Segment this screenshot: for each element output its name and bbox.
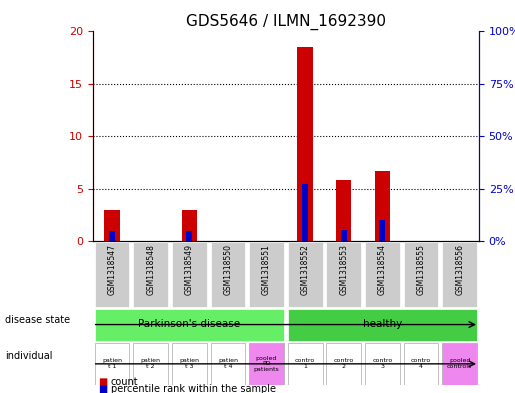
Bar	[109, 231, 115, 241]
FancyBboxPatch shape	[172, 242, 207, 307]
FancyBboxPatch shape	[211, 242, 245, 307]
FancyBboxPatch shape	[365, 242, 400, 307]
Text: ■: ■	[98, 384, 107, 393]
FancyBboxPatch shape	[404, 343, 438, 385]
Text: GSM1318551: GSM1318551	[262, 244, 271, 295]
FancyBboxPatch shape	[95, 242, 129, 307]
Text: percentile rank within the sample: percentile rank within the sample	[111, 384, 276, 393]
FancyBboxPatch shape	[442, 242, 477, 307]
FancyBboxPatch shape	[404, 242, 438, 307]
FancyBboxPatch shape	[133, 343, 168, 385]
FancyBboxPatch shape	[327, 343, 361, 385]
Text: GSM1318556: GSM1318556	[455, 244, 464, 295]
Text: contro
4: contro 4	[411, 358, 431, 369]
Text: patien
t 1: patien t 1	[102, 358, 122, 369]
Text: GSM1318555: GSM1318555	[417, 244, 425, 295]
Text: healthy: healthy	[363, 319, 402, 329]
Text: disease state: disease state	[5, 315, 70, 325]
Text: count: count	[111, 377, 139, 387]
FancyBboxPatch shape	[211, 343, 245, 385]
FancyBboxPatch shape	[288, 242, 322, 307]
Text: contro
2: contro 2	[334, 358, 354, 369]
Text: patien
t 3: patien t 3	[179, 358, 199, 369]
FancyBboxPatch shape	[172, 343, 207, 385]
Text: individual: individual	[5, 351, 53, 361]
Text: contro
1: contro 1	[295, 358, 315, 369]
Text: ■: ■	[98, 377, 107, 387]
Text: GSM1318550: GSM1318550	[224, 244, 232, 295]
Bar	[336, 180, 351, 241]
Text: GSM1318547: GSM1318547	[108, 244, 116, 295]
Text: pooled
PD
patients: pooled PD patients	[253, 356, 279, 372]
FancyBboxPatch shape	[442, 343, 477, 385]
FancyBboxPatch shape	[249, 242, 284, 307]
FancyBboxPatch shape	[249, 343, 284, 385]
Text: GSM1318549: GSM1318549	[185, 244, 194, 295]
FancyBboxPatch shape	[133, 242, 168, 307]
Title: GDS5646 / ILMN_1692390: GDS5646 / ILMN_1692390	[186, 14, 386, 30]
FancyBboxPatch shape	[288, 309, 477, 341]
FancyBboxPatch shape	[327, 242, 361, 307]
Text: GSM1318548: GSM1318548	[146, 244, 155, 295]
Bar	[186, 231, 192, 241]
Bar	[380, 220, 385, 241]
Bar	[104, 209, 119, 241]
Bar	[302, 184, 308, 241]
Text: Parkinson's disease: Parkinson's disease	[138, 319, 241, 329]
FancyBboxPatch shape	[95, 343, 129, 385]
Text: contro
3: contro 3	[372, 358, 392, 369]
Text: GSM1318553: GSM1318553	[339, 244, 348, 295]
Text: GSM1318552: GSM1318552	[301, 244, 310, 295]
FancyBboxPatch shape	[95, 309, 284, 341]
Bar	[298, 47, 313, 241]
Text: patien
t 2: patien t 2	[141, 358, 161, 369]
Text: pooled
controls: pooled controls	[447, 358, 472, 369]
Text: GSM1318554: GSM1318554	[378, 244, 387, 295]
Bar	[182, 209, 197, 241]
Bar	[341, 230, 347, 241]
Text: patien
t 4: patien t 4	[218, 358, 238, 369]
Bar	[374, 171, 390, 241]
FancyBboxPatch shape	[365, 343, 400, 385]
FancyBboxPatch shape	[288, 343, 322, 385]
